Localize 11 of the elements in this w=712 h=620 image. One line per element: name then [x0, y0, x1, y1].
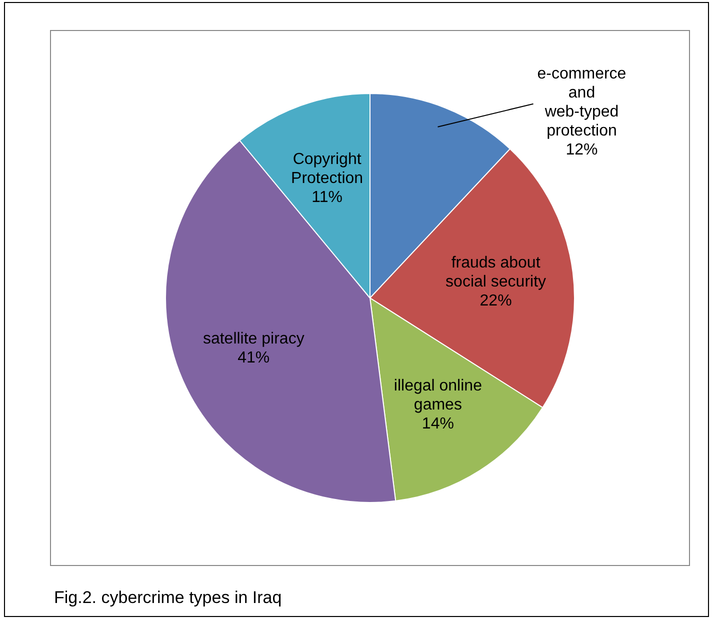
slice-label: satellite piracy	[202, 330, 304, 348]
slice-label: Copyright Protection	[291, 151, 364, 188]
data-label: 41%	[238, 349, 270, 366]
data-label: 11%	[312, 189, 342, 206]
caption: Fig.2. cybercrime types in Iraq	[54, 588, 282, 608]
slice-label: e-commerce and web-typed protection	[537, 65, 626, 140]
data-label: 12%	[566, 141, 598, 158]
data-label: 14%	[422, 415, 454, 432]
slice-label: frauds about social security	[446, 254, 546, 291]
slice-label: illegal online games	[394, 377, 482, 414]
data-label: 22%	[480, 292, 512, 310]
